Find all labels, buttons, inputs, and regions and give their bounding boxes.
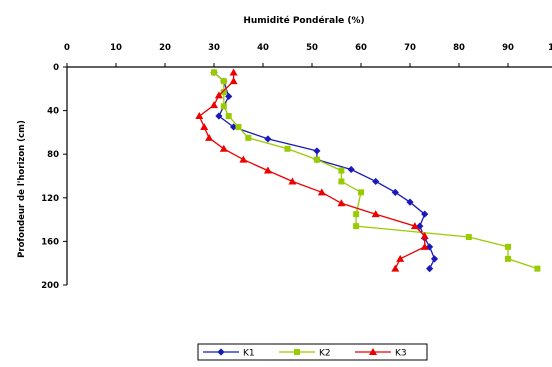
series-k1-point <box>406 198 414 206</box>
legend-item-k2: K2 <box>279 349 331 359</box>
x-tick-label: 20 <box>159 43 171 53</box>
series-k3-point <box>210 101 218 109</box>
x-tick-label: 40 <box>257 43 269 53</box>
y-axis-label: Profondeur de l'horizon (cm) <box>17 120 27 258</box>
y-tick-label: 40 <box>47 107 59 117</box>
series-k3-point <box>391 264 400 272</box>
series-k2-point <box>534 265 541 272</box>
series-k1-point <box>430 255 439 263</box>
series-k2-point <box>338 178 345 185</box>
y-tick-label: 120 <box>41 194 59 204</box>
chart-title: Humidité Pondérale (%) <box>243 15 364 26</box>
series-k1-point <box>264 135 272 143</box>
series-k2-point <box>505 255 511 262</box>
y-axis: 0 40 80 120 160 200 <box>41 63 68 291</box>
y-tick-label: 80 <box>47 150 59 160</box>
series-k3 <box>195 68 429 272</box>
series-k1-line <box>213 72 436 269</box>
legend-marker-k3 <box>369 348 377 355</box>
series-k2-point <box>220 89 227 96</box>
x-tick-label: 10 <box>110 43 122 53</box>
series-k2-point <box>220 78 227 85</box>
series-k1 <box>210 68 439 273</box>
series-k2-point <box>353 223 360 230</box>
series-k3-point <box>288 177 297 185</box>
series-k1-point <box>421 210 429 218</box>
series-k3-line <box>198 72 426 269</box>
series-k2-point <box>353 211 360 218</box>
legend-label-k3: K3 <box>395 349 407 359</box>
series-k3-point <box>219 144 228 152</box>
series-k2-point <box>284 145 291 152</box>
series-k3-point <box>420 231 429 239</box>
legend: K1 K2 K3 <box>197 343 428 361</box>
series-k1-point <box>426 265 434 273</box>
series-k2-point <box>338 167 345 174</box>
series-k2-point <box>358 189 364 196</box>
series-k2-point <box>313 156 320 163</box>
y-tick-label: 160 <box>41 237 59 247</box>
series-k1-point <box>225 92 233 101</box>
series-k2-point <box>235 123 242 130</box>
x-tick-label: 80 <box>453 43 465 53</box>
x-tick-label: 0 <box>64 43 70 53</box>
x-tick-label: 70 <box>404 43 416 53</box>
series-k3-point <box>410 222 419 230</box>
series-k3-point <box>371 210 380 218</box>
x-tick-label: 90 <box>502 43 514 53</box>
series-k3-point <box>195 112 204 120</box>
series-k3-point <box>239 155 248 163</box>
x-tick-label: 100 <box>548 43 552 53</box>
legend-label-k2: K2 <box>319 349 331 359</box>
series-k3-point <box>337 199 346 207</box>
series-k2-point <box>465 234 472 241</box>
x-axis: 0 10 20 30 40 50 60 70 80 90 100 <box>64 43 552 68</box>
series-layer <box>195 68 541 273</box>
legend-label-k1: K1 <box>243 349 255 359</box>
x-tick-label: 60 <box>355 43 367 53</box>
legend-marker-k2 <box>294 349 300 355</box>
series-k3-point <box>420 242 429 250</box>
series-k2-point <box>225 113 232 120</box>
series-k1-point <box>372 177 380 186</box>
series-k3-point <box>229 68 238 76</box>
series-k3-point <box>205 133 214 141</box>
series-k1-point <box>313 147 321 155</box>
series-k1-point <box>215 112 223 120</box>
series-k2-point <box>211 69 217 76</box>
y-tick-label: 0 <box>53 63 59 73</box>
series-k3-point <box>200 122 209 130</box>
series-k1-point <box>426 243 434 251</box>
series-k2-point <box>220 103 227 110</box>
legend-item-k3: K3 <box>355 348 407 359</box>
series-k2-point <box>505 243 511 250</box>
series-k1-point <box>391 188 399 196</box>
series-k3-point <box>317 188 326 196</box>
series-k3-point <box>263 166 272 174</box>
x-tick-label: 30 <box>208 43 220 53</box>
series-k3-point <box>229 77 238 85</box>
series-k1-point <box>230 123 238 131</box>
legend-marker-k1 <box>217 348 225 356</box>
series-k2 <box>211 69 541 272</box>
series-k3-point <box>396 254 405 262</box>
series-k2-line <box>213 72 538 270</box>
y-tick-label: 200 <box>41 281 59 291</box>
legend-item-k1: K1 <box>203 348 255 359</box>
series-k2-point <box>245 134 252 141</box>
x-tick-label: 50 <box>306 43 318 53</box>
series-k1-point <box>347 165 355 174</box>
series-k3-point <box>214 91 223 99</box>
